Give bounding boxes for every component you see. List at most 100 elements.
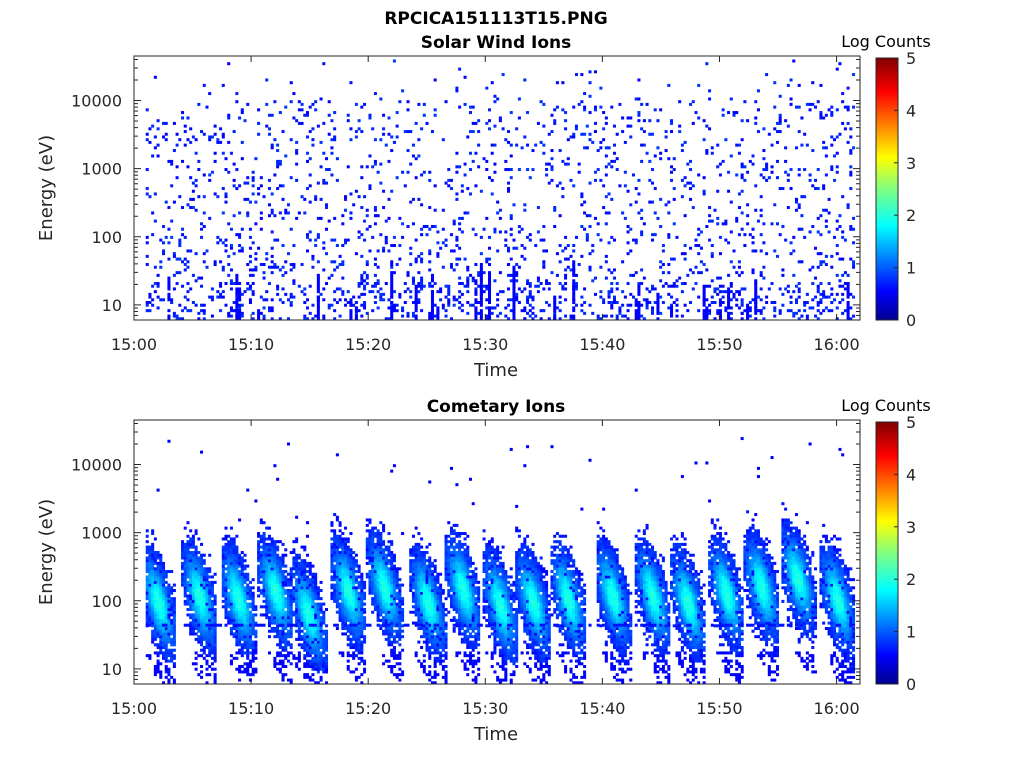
- heatmap-cell: [257, 556, 260, 559]
- heatmap-cell: [181, 543, 184, 546]
- heatmap-cell: [458, 68, 461, 71]
- heatmap-cell: [290, 293, 293, 296]
- heatmap-cell: [583, 106, 586, 109]
- heatmap-cell: [374, 92, 377, 95]
- heatmap-cell: [165, 133, 168, 136]
- heatmap-cell: [339, 535, 342, 538]
- heatmap-cell: [564, 274, 567, 277]
- heatmap-cell: [320, 198, 323, 201]
- heatmap-cell: [629, 203, 632, 206]
- heatmap-cell: [624, 141, 627, 144]
- heatmap-cell: [428, 252, 431, 255]
- heatmap-cell: [159, 573, 162, 576]
- heatmap-cell: [496, 298, 499, 301]
- heatmap-cell: [276, 635, 279, 638]
- heatmap-cell: [263, 600, 266, 603]
- heatmap-cell: [303, 611, 306, 614]
- heatmap-cell: [265, 125, 268, 128]
- heatmap-cell: [379, 298, 382, 301]
- heatmap-cell: [589, 225, 592, 228]
- heatmap-cell: [224, 567, 227, 570]
- heatmap-cell: [322, 611, 325, 614]
- heatmap-cell: [252, 578, 255, 581]
- heatmap-cell: [583, 146, 586, 149]
- heatmap-cell: [703, 298, 706, 301]
- heatmap-cell: [379, 233, 382, 236]
- heatmap-cell: [292, 613, 295, 616]
- heatmap-cell: [398, 296, 401, 299]
- heatmap-cell: [192, 605, 195, 608]
- heatmap-cell: [309, 679, 312, 682]
- heatmap-cell: [290, 632, 293, 635]
- heatmap-cell: [542, 144, 545, 147]
- heatmap-cell: [339, 298, 342, 301]
- heatmap-cell: [618, 184, 621, 187]
- heatmap-cell: [339, 521, 342, 524]
- heatmap-cell: [341, 244, 344, 247]
- heatmap-cell: [151, 233, 154, 236]
- heatmap-cell: [165, 668, 168, 671]
- heatmap-cell: [146, 301, 149, 304]
- heatmap-cell: [151, 605, 154, 608]
- heatmap-cell: [146, 551, 149, 554]
- heatmap-cell: [298, 556, 301, 559]
- heatmap-cell: [572, 293, 575, 296]
- heatmap-cell: [181, 567, 184, 570]
- heatmap-cell: [724, 239, 727, 242]
- heatmap-cell: [200, 603, 203, 606]
- heatmap-cell: [241, 312, 244, 315]
- heatmap-cell: [700, 260, 703, 263]
- heatmap-cell: [309, 654, 312, 657]
- heatmap-cell: [347, 627, 350, 630]
- heatmap-cell: [507, 263, 510, 266]
- heatmap-cell: [499, 119, 502, 122]
- heatmap-cell: [279, 624, 282, 627]
- heatmap-cell: [233, 179, 236, 182]
- heatmap-cell: [488, 315, 491, 318]
- heatmap-cell: [314, 589, 317, 592]
- heatmap-cell: [741, 301, 744, 304]
- heatmap-cell: [208, 138, 211, 141]
- heatmap-cell: [246, 608, 249, 611]
- heatmap-cell: [347, 616, 350, 619]
- heatmap-cell: [325, 252, 328, 255]
- heatmap-cell: [434, 315, 437, 318]
- heatmap-cell: [235, 584, 238, 587]
- heatmap-cell: [339, 543, 342, 546]
- heatmap-cell: [276, 600, 279, 603]
- heatmap-cell: [401, 171, 404, 174]
- heatmap-cell: [241, 562, 244, 565]
- heatmap-cell: [284, 643, 287, 646]
- heatmap-cell: [341, 532, 344, 535]
- heatmap-cell: [203, 312, 206, 315]
- heatmap-cell: [273, 554, 276, 557]
- heatmap-cell: [787, 290, 790, 293]
- heatmap-cell: [279, 605, 282, 608]
- heatmap-cell: [148, 309, 151, 312]
- heatmap-cell: [548, 282, 551, 285]
- heatmap-cell: [703, 138, 706, 141]
- heatmap-cell: [222, 556, 225, 559]
- heatmap-cell: [268, 581, 271, 584]
- heatmap-cell: [230, 247, 233, 250]
- heatmap-cell: [417, 298, 420, 301]
- heatmap-cell: [197, 562, 200, 565]
- heatmap-cell: [466, 187, 469, 190]
- heatmap-cell: [314, 581, 317, 584]
- heatmap-cell: [771, 165, 774, 168]
- heatmap-cell: [776, 141, 779, 144]
- heatmap-cell: [157, 565, 160, 568]
- heatmap-cell: [246, 603, 249, 606]
- heatmap-cell: [290, 635, 293, 638]
- heatmap-cell: [238, 559, 241, 562]
- heatmap-cell: [276, 589, 279, 592]
- heatmap-cell: [244, 622, 247, 625]
- heatmap-cell: [238, 630, 241, 633]
- heatmap-cell: [235, 309, 238, 312]
- heatmap-cell: [235, 651, 238, 654]
- heatmap-cell: [434, 114, 437, 117]
- heatmap-cell: [173, 603, 176, 606]
- heatmap-cell: [597, 233, 600, 236]
- heatmap-cell: [344, 537, 347, 540]
- heatmap-cell: [233, 624, 236, 627]
